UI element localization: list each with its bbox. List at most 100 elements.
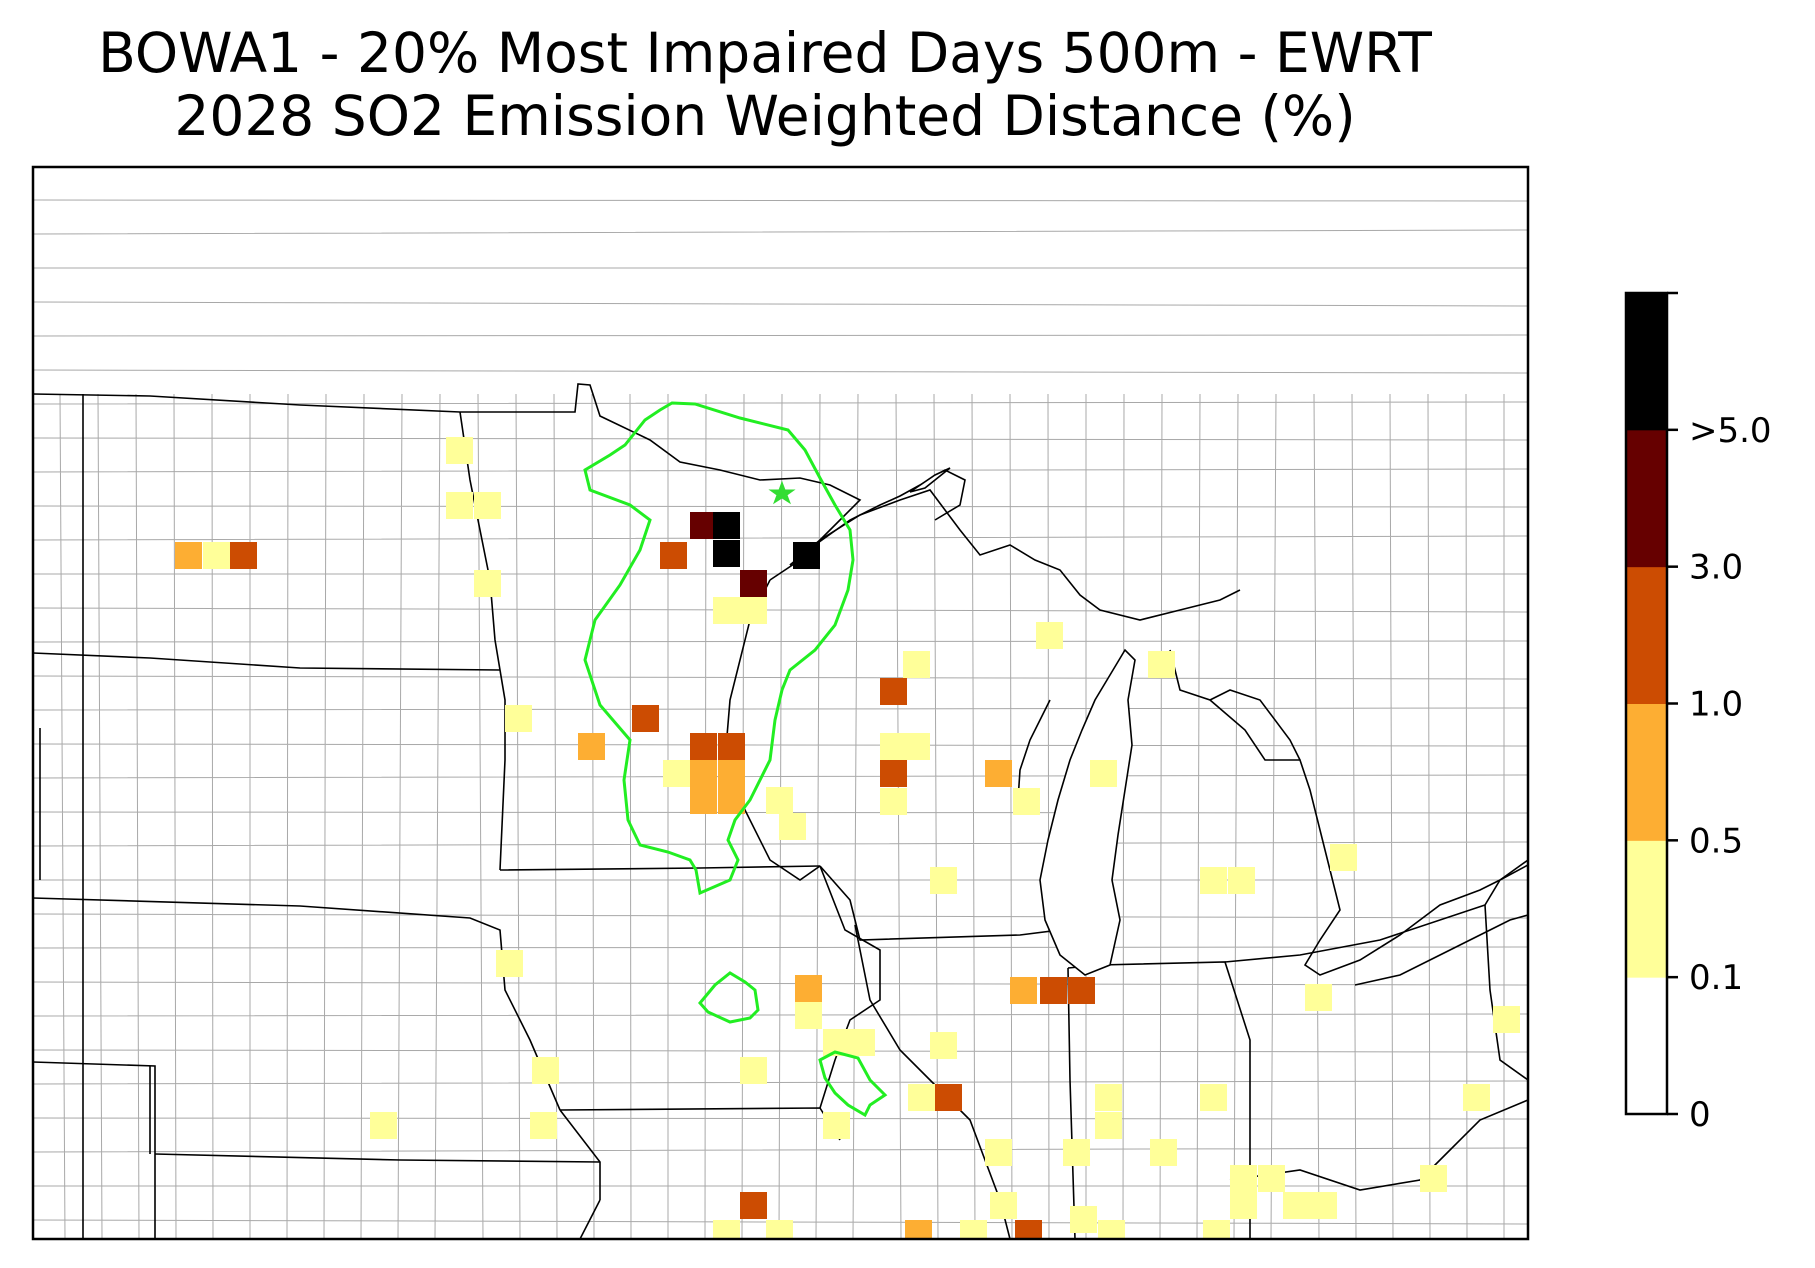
emission-cell (1148, 651, 1175, 678)
emission-cell (718, 787, 745, 814)
emission-cell (1230, 1192, 1257, 1219)
emission-cell (1013, 788, 1040, 815)
emission-cell (930, 867, 957, 894)
emission-cell (766, 1220, 793, 1239)
star-marker (768, 480, 796, 505)
county-lines (33, 199, 1528, 1239)
emission-cell (446, 492, 473, 519)
emission-cell (370, 1112, 397, 1139)
emission-cell (203, 542, 230, 569)
emission-cell (474, 492, 501, 519)
emission-cell (663, 760, 690, 787)
emission-cell (1493, 1006, 1520, 1033)
emission-cell (690, 787, 717, 814)
colorbar-segment (1626, 703, 1667, 841)
emission-cell (960, 1220, 987, 1239)
emission-cell (718, 760, 745, 787)
emission-cell (1070, 1206, 1097, 1233)
emission-cell (990, 1192, 1017, 1219)
emission-cell (1200, 1084, 1227, 1111)
colorbar-ticks: 0 0.1 0.5 1.0 3.0 >5.0 (1667, 291, 1772, 1135)
contour-main (583, 401, 855, 896)
emission-cell (985, 760, 1012, 787)
title-line-1: BOWA1 - 20% Most Impaired Days 500m - EW… (98, 21, 1432, 85)
colorbar-segments (1626, 293, 1667, 1115)
emission-cell (474, 570, 501, 597)
map-panel (33, 167, 1528, 1239)
title-line-2: 2028 SO2 Emission Weighted Distance (%) (174, 84, 1356, 148)
emission-cell (1305, 984, 1332, 1011)
emission-cell (1040, 977, 1067, 1004)
emission-cell (1095, 1112, 1122, 1139)
emission-cell (1330, 844, 1357, 871)
emission-cell (740, 1057, 767, 1084)
emission-cell (903, 651, 930, 678)
emission-cell (690, 512, 717, 539)
emission-cell (1010, 977, 1037, 1004)
emission-cell (660, 542, 687, 569)
colorbar-tick-label: 0 (1689, 1095, 1711, 1135)
colorbar-segment (1626, 293, 1667, 431)
emission-cell (230, 542, 257, 569)
colorbar-segment (1626, 566, 1667, 704)
emission-cell (690, 760, 717, 787)
emission-cell (880, 678, 907, 705)
coastlines (789, 467, 1528, 986)
emission-cell (848, 1029, 875, 1056)
emission-cell (1310, 1192, 1337, 1219)
colorbar-segment (1626, 977, 1667, 1115)
map-title: BOWA1 - 20% Most Impaired Days 500m - EW… (0, 22, 1530, 148)
colorbar-tick-label: 0.1 (1689, 958, 1743, 998)
colorbar: 0 0.1 0.5 1.0 3.0 >5.0 (1624, 291, 1772, 1135)
emission-cell (740, 597, 767, 624)
emission-cell (713, 512, 740, 539)
emission-cell (1228, 867, 1255, 894)
emission-cell (446, 437, 473, 464)
emission-cell (175, 542, 202, 569)
emission-cell (1203, 1220, 1230, 1239)
emission-cell (779, 813, 806, 840)
emission-cell (690, 733, 717, 760)
contour-small-1 (698, 971, 760, 1024)
emission-cell (1095, 1084, 1122, 1111)
map-frame (31, 165, 1530, 1241)
emission-cell (930, 1032, 957, 1059)
emission-cell (903, 733, 930, 760)
emission-cell (905, 1220, 932, 1239)
emission-cell (1463, 1084, 1490, 1111)
emission-cell (1230, 1165, 1257, 1192)
emission-cell (532, 1057, 559, 1084)
emission-cell (1258, 1165, 1285, 1192)
colorbar-tick-label: 1.0 (1689, 685, 1743, 725)
emission-cell (1068, 977, 1095, 1004)
emission-cell (713, 597, 740, 624)
colorbar-segment (1626, 840, 1667, 978)
emission-cell (880, 733, 907, 760)
emission-cell (632, 705, 659, 732)
colorbar-tick-label: >5.0 (1689, 411, 1772, 451)
emission-cell (740, 1192, 767, 1219)
colorbar-tick-label: 3.0 (1689, 548, 1743, 588)
emission-cell (1150, 1139, 1177, 1166)
emission-cell (795, 975, 822, 1002)
emission-cell (718, 733, 745, 760)
emission-cell (766, 787, 793, 814)
emission-cell (1200, 867, 1227, 894)
emission-cell (1036, 622, 1063, 649)
colorbar-segment (1626, 429, 1667, 568)
emission-cell (880, 760, 907, 787)
emission-cell (505, 705, 532, 732)
emission-cell (1420, 1165, 1447, 1192)
emission-cell (880, 788, 907, 815)
class-i-area-contours (583, 401, 888, 1118)
emission-cells (175, 437, 1520, 1239)
emission-cell (1063, 1139, 1090, 1166)
state-boundaries (33, 383, 1528, 1239)
emission-cell (823, 1112, 850, 1139)
emission-cell (985, 1139, 1012, 1166)
emission-cell (530, 1112, 557, 1139)
emission-cell (1015, 1220, 1042, 1239)
colorbar-tick-label: 0.5 (1689, 821, 1743, 861)
emission-cell (713, 1220, 740, 1239)
